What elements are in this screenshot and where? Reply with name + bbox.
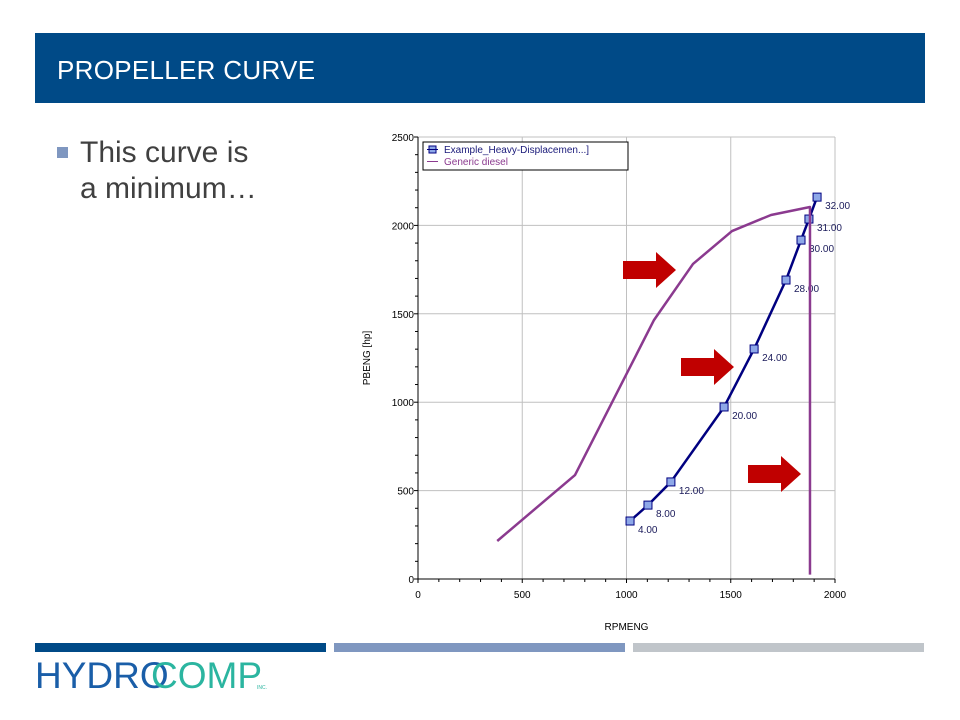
x-tick-label: 1000 xyxy=(615,590,638,601)
data-point-label: 32.00 xyxy=(825,201,850,212)
data-point-label: 24.00 xyxy=(762,353,787,364)
data-point-marker xyxy=(796,235,806,245)
footer-bar-1 xyxy=(35,643,326,652)
data-point-label: 30.00 xyxy=(809,244,834,255)
data-point-label: 20.00 xyxy=(732,411,757,422)
data-point-label: 4.00 xyxy=(638,525,658,536)
x-tick-label: 0 xyxy=(415,590,421,601)
slide-title: PROPELLER CURVE xyxy=(57,55,316,85)
data-point-label: 31.00 xyxy=(817,223,842,234)
bullet-text-line-2: a minimum… xyxy=(80,172,257,205)
data-point-label: 28.00 xyxy=(794,284,819,295)
red-arrow-icon xyxy=(748,456,801,492)
y-tick-label: 500 xyxy=(397,487,414,498)
red-arrow-icon xyxy=(623,252,676,288)
legend-label-diesel: Generic diesel xyxy=(444,157,508,168)
x-axis-label: RPMENG xyxy=(605,622,649,633)
data-point-marker xyxy=(719,402,729,412)
data-point-label: 8.00 xyxy=(656,509,676,520)
y-tick-label: 1500 xyxy=(392,310,415,321)
data-point-marker xyxy=(666,477,676,487)
data-point-marker xyxy=(812,192,822,202)
data-point-marker xyxy=(749,344,759,354)
bullet-square-icon xyxy=(57,147,68,158)
x-tick-label: 500 xyxy=(514,590,531,601)
data-point-marker xyxy=(781,275,791,285)
red-arrow-icon xyxy=(681,349,734,385)
data-point-marker xyxy=(625,516,635,526)
y-axis-label: PBENG [hp] xyxy=(362,331,373,386)
y-tick-label: 2000 xyxy=(392,221,415,232)
hydrocomp-logo: HYDRO COMP INC. xyxy=(35,655,267,695)
legend-label-propeller: Example_Heavy-Displacemen...] xyxy=(444,145,589,156)
logo-text-comp: COMP xyxy=(151,655,262,695)
generic-diesel-line xyxy=(496,205,812,575)
y-tick-label: 0 xyxy=(408,575,414,586)
logo-inc: INC. xyxy=(257,685,267,691)
propeller-chart: 0 500 1000 1500 2000 0 500 1000 1500 2000 2500 RPME… xyxy=(362,133,851,633)
footer-bar-2 xyxy=(334,643,625,652)
bullet-text-line-1: This curve is xyxy=(80,136,249,169)
data-point-marker xyxy=(643,500,653,510)
slide-title-bar: PROPELLER CURVE xyxy=(35,33,925,103)
legend-box xyxy=(422,141,629,171)
footer-bar-3 xyxy=(633,643,924,652)
x-tick-label: 1500 xyxy=(720,590,743,601)
data-point-label: 12.00 xyxy=(679,486,704,497)
y-tick-label: 2500 xyxy=(392,133,415,144)
x-tick-label: 2000 xyxy=(824,590,847,601)
logo-text-hydro: HYDRO xyxy=(35,655,169,695)
y-tick-label: 1000 xyxy=(392,398,415,409)
